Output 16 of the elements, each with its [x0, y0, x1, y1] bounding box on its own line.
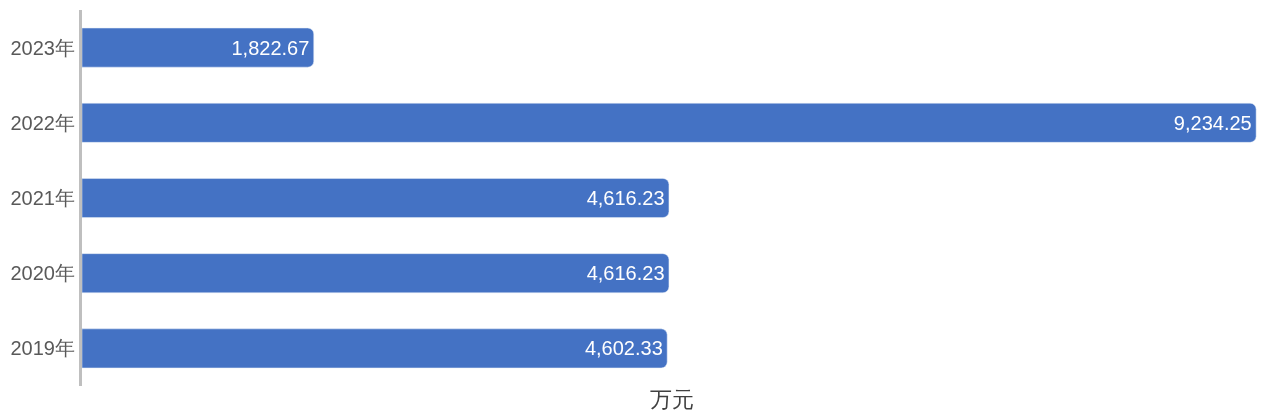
data-label: 9,234.25: [1173, 111, 1252, 134]
y-tick-label: 2023年: [10, 36, 75, 59]
data-label: 4,616.23: [586, 187, 665, 209]
data-label: 1,822.67: [231, 36, 310, 59]
bar: [82, 328, 668, 369]
bar: [82, 27, 314, 68]
x-axis-title: 万元: [650, 386, 694, 412]
y-tick-label: 2019年: [10, 337, 75, 360]
y-tick-label: 2022年: [10, 111, 75, 134]
data-label: 4,616.23: [586, 262, 665, 285]
y-tick-label: 2020年: [10, 262, 75, 285]
data-label: 4,602.33: [584, 337, 663, 360]
bar: [82, 103, 1257, 143]
bar: [82, 178, 670, 218]
bar: [82, 253, 670, 293]
y-tick-label: 2021年: [10, 187, 75, 209]
